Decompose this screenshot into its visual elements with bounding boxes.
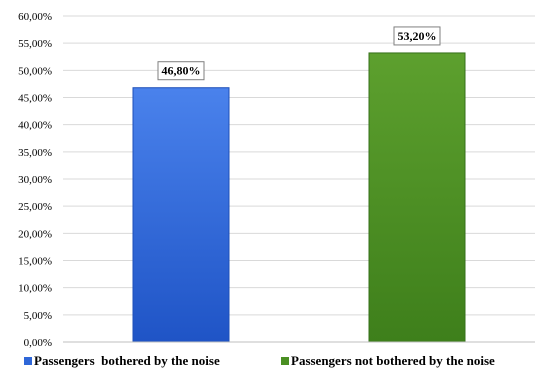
bar: [132, 87, 230, 343]
y-tick-label: 60,00%: [18, 11, 52, 23]
data-label: 46,80%: [162, 64, 201, 78]
legend-label-bothered: Passengers bothered by the noise: [34, 353, 220, 368]
y-tick-label: 40,00%: [18, 120, 52, 132]
legend: Passengers bothered by the noise Passeng…: [24, 353, 495, 368]
legend-swatch-not-bothered: [281, 357, 289, 365]
legend-label-not-bothered: Passengers not bothered by the noise: [291, 353, 495, 368]
y-axis-ticks: 0,00% 5,00% 10,00% 15,00% 20,00% 25,00% 30,00%…: [18, 11, 52, 349]
data-labels: 46,80% 53,20%: [157, 26, 441, 81]
y-tick-label: 35,00%: [18, 147, 52, 159]
y-tick-label: 10,00%: [18, 283, 52, 295]
y-tick-label: 15,00%: [18, 256, 52, 268]
data-label-box: [157, 61, 205, 81]
legend-swatch-bothered: [24, 357, 32, 365]
y-tick-label: 55,00%: [18, 38, 52, 50]
data-label: 53,20%: [398, 29, 437, 43]
y-tick-label: 20,00%: [18, 228, 52, 240]
y-tick-label: 30,00%: [18, 174, 52, 186]
y-tick-label: 50,00%: [18, 65, 52, 77]
y-tick-label: 25,00%: [18, 201, 52, 213]
data-label-box: [393, 26, 441, 46]
y-tick-label: 0,00%: [24, 337, 52, 349]
bars: [132, 52, 466, 343]
bar: [368, 52, 466, 343]
y-tick-label: 45,00%: [18, 93, 52, 105]
y-tick-label: 5,00%: [24, 310, 52, 322]
